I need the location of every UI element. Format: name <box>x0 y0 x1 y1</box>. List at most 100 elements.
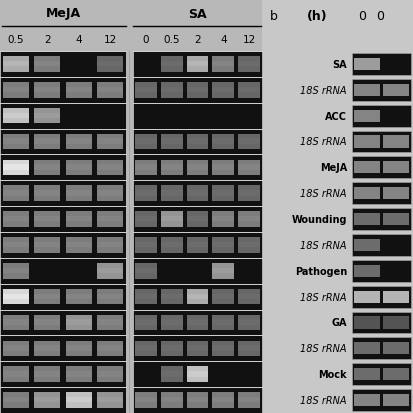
Bar <box>351 54 410 76</box>
Bar <box>97 242 123 248</box>
Text: 0: 0 <box>142 35 149 45</box>
Bar <box>135 294 157 299</box>
Bar <box>0 361 126 387</box>
Bar <box>135 268 157 273</box>
Bar <box>2 165 29 170</box>
Bar <box>65 320 92 325</box>
Bar <box>34 392 60 408</box>
Bar <box>382 317 408 329</box>
Text: 0.5: 0.5 <box>7 35 24 45</box>
Bar <box>186 83 208 98</box>
Text: 18S rRNA: 18S rRNA <box>300 292 346 302</box>
Bar <box>133 129 261 155</box>
Bar <box>238 83 259 98</box>
Bar <box>34 371 60 377</box>
Bar <box>238 62 259 67</box>
Bar <box>212 397 234 402</box>
Bar <box>97 345 123 351</box>
Bar <box>65 83 92 98</box>
Bar <box>382 188 408 200</box>
Bar <box>212 392 234 408</box>
Bar <box>2 397 29 402</box>
Bar <box>238 88 259 93</box>
Bar <box>97 397 123 402</box>
Bar <box>0 0 261 413</box>
Bar <box>212 212 234 227</box>
Bar <box>0 52 126 78</box>
Bar <box>34 315 60 330</box>
Bar <box>2 315 29 330</box>
Bar <box>0 206 126 233</box>
Bar <box>186 237 208 253</box>
Bar <box>382 162 408 174</box>
Bar <box>351 260 410 282</box>
Bar <box>2 62 29 67</box>
Bar <box>353 342 379 354</box>
Bar <box>65 242 92 248</box>
Bar <box>97 139 123 145</box>
Bar <box>238 242 259 248</box>
Bar <box>353 136 379 148</box>
Bar <box>65 165 92 170</box>
Bar <box>65 397 92 402</box>
Bar <box>186 57 208 73</box>
Bar <box>351 131 410 153</box>
Bar <box>0 336 126 361</box>
Text: (h): (h) <box>306 10 327 23</box>
Bar <box>135 139 157 145</box>
Bar <box>65 216 92 222</box>
Bar <box>97 294 123 299</box>
Bar <box>34 160 60 176</box>
Bar <box>65 371 92 377</box>
Text: 18S rRNA: 18S rRNA <box>300 395 346 405</box>
Bar <box>161 83 182 98</box>
Bar <box>34 109 60 124</box>
Bar <box>0 284 126 310</box>
Bar <box>0 78 126 104</box>
Text: 0: 0 <box>375 10 383 23</box>
Bar <box>133 310 261 336</box>
Bar <box>97 320 123 325</box>
Bar <box>97 371 123 377</box>
Bar <box>212 165 234 170</box>
Text: 0.5: 0.5 <box>163 35 180 45</box>
Bar <box>186 242 208 248</box>
Bar <box>65 139 92 145</box>
Bar <box>65 134 92 150</box>
Bar <box>186 160 208 176</box>
Bar <box>238 397 259 402</box>
Bar <box>133 284 261 310</box>
Bar <box>2 345 29 351</box>
Bar <box>382 136 408 148</box>
Bar <box>238 341 259 356</box>
Bar <box>238 216 259 222</box>
Bar <box>382 342 408 354</box>
Bar <box>353 188 379 200</box>
Bar <box>161 134 182 150</box>
Text: Pathogen: Pathogen <box>294 266 346 276</box>
Bar <box>34 212 60 227</box>
Bar <box>186 134 208 150</box>
Bar <box>2 371 29 377</box>
Text: ACC: ACC <box>324 112 346 121</box>
Bar <box>353 162 379 174</box>
Bar <box>97 62 123 67</box>
Text: 12: 12 <box>103 35 116 45</box>
Bar <box>161 191 182 196</box>
Bar <box>65 315 92 330</box>
Bar <box>186 397 208 402</box>
Bar <box>353 214 379 225</box>
Bar <box>238 191 259 196</box>
Bar <box>135 165 157 170</box>
Bar <box>65 367 92 382</box>
Text: Wounding: Wounding <box>291 214 346 225</box>
Bar <box>351 157 410 179</box>
Bar <box>34 165 60 170</box>
Bar <box>34 134 60 150</box>
Bar <box>65 186 92 202</box>
Bar <box>186 186 208 202</box>
Bar <box>212 160 234 176</box>
Bar <box>97 367 123 382</box>
Bar <box>2 268 29 273</box>
Bar <box>212 263 234 279</box>
